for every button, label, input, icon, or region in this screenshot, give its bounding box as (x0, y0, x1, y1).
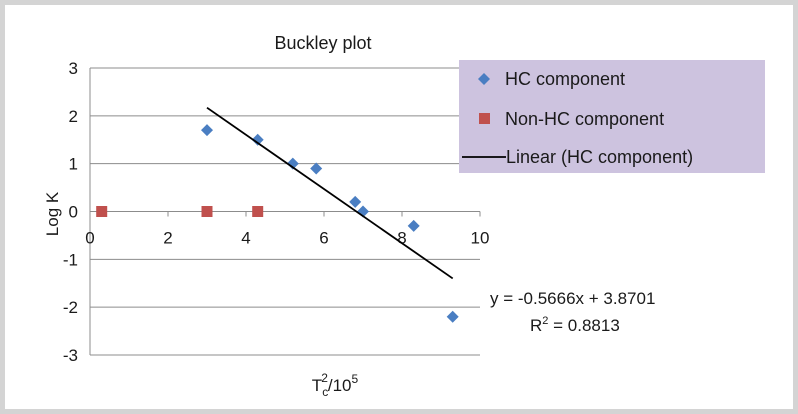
y-tick-labels: -3 -2 -1 0 1 2 3 (63, 59, 78, 365)
legend-marker-hc (478, 73, 490, 85)
point-hc-0 (201, 124, 213, 137)
point-hc-3 (310, 162, 323, 175)
trendline-hc (206, 106, 454, 280)
point-hc-6 (407, 219, 420, 232)
r-squared-sup: 2 (542, 315, 548, 327)
x-axis-label-sub: c (322, 385, 328, 399)
y-tick-label: 3 (69, 59, 78, 78)
point-nonhc-0 (96, 206, 108, 217)
y-tick-label: 2 (69, 107, 78, 126)
x-tick-label: 4 (241, 229, 250, 248)
y-tick-label: -2 (63, 298, 78, 317)
x-tick-label: 2 (163, 229, 172, 248)
x-tick-labels: 0 2 4 6 8 10 (85, 229, 489, 248)
point-hc-4 (349, 195, 362, 208)
legend-box (459, 60, 765, 173)
point-hc-2 (286, 157, 299, 170)
x-axis-label: Tc2/105 (312, 371, 359, 399)
x-tick-label: 6 (319, 229, 328, 248)
y-tick-label: 0 (69, 203, 78, 222)
point-hc-1 (251, 133, 264, 146)
x-axis-label-sup: 2 (321, 371, 328, 385)
x-axis-label-sup2: 5 (352, 372, 359, 386)
point-nonhc-2 (252, 206, 264, 217)
legend: HC component Non-HC component Linear (HC… (462, 69, 693, 167)
x-tick-label: 10 (471, 229, 490, 248)
legend-label-linear: Linear (HC component) (506, 147, 693, 167)
x-axis-label-base: T (312, 376, 322, 395)
legend-marker-nonhc (479, 113, 490, 124)
y-tick-label: 1 (69, 155, 78, 174)
x-axis-label-suffix: /10 (328, 376, 352, 395)
y-tick-label: -3 (63, 346, 78, 365)
r-squared-value: = 0.8813 (548, 316, 619, 335)
grid-lines (89, 67, 480, 356)
y-axis-label: Log K (43, 191, 62, 236)
x-tick-label: 8 (397, 229, 406, 248)
x-tick-label: 0 (85, 229, 94, 248)
legend-label-nonhc: Non-HC component (505, 109, 664, 129)
y-tick-label: -1 (63, 250, 78, 269)
trend-equation: y = -0.5666x + 3.8701 (490, 289, 655, 308)
r-squared: R2 = 0.8813 (530, 315, 620, 335)
x-axis (89, 211, 481, 217)
chart-title: Buckley plot (274, 33, 371, 53)
legend-label-hc: HC component (505, 69, 625, 89)
point-nonhc-1 (201, 206, 213, 217)
data-marks (96, 124, 459, 323)
point-hc-7 (446, 310, 459, 323)
r-squared-prefix: R (530, 316, 542, 335)
